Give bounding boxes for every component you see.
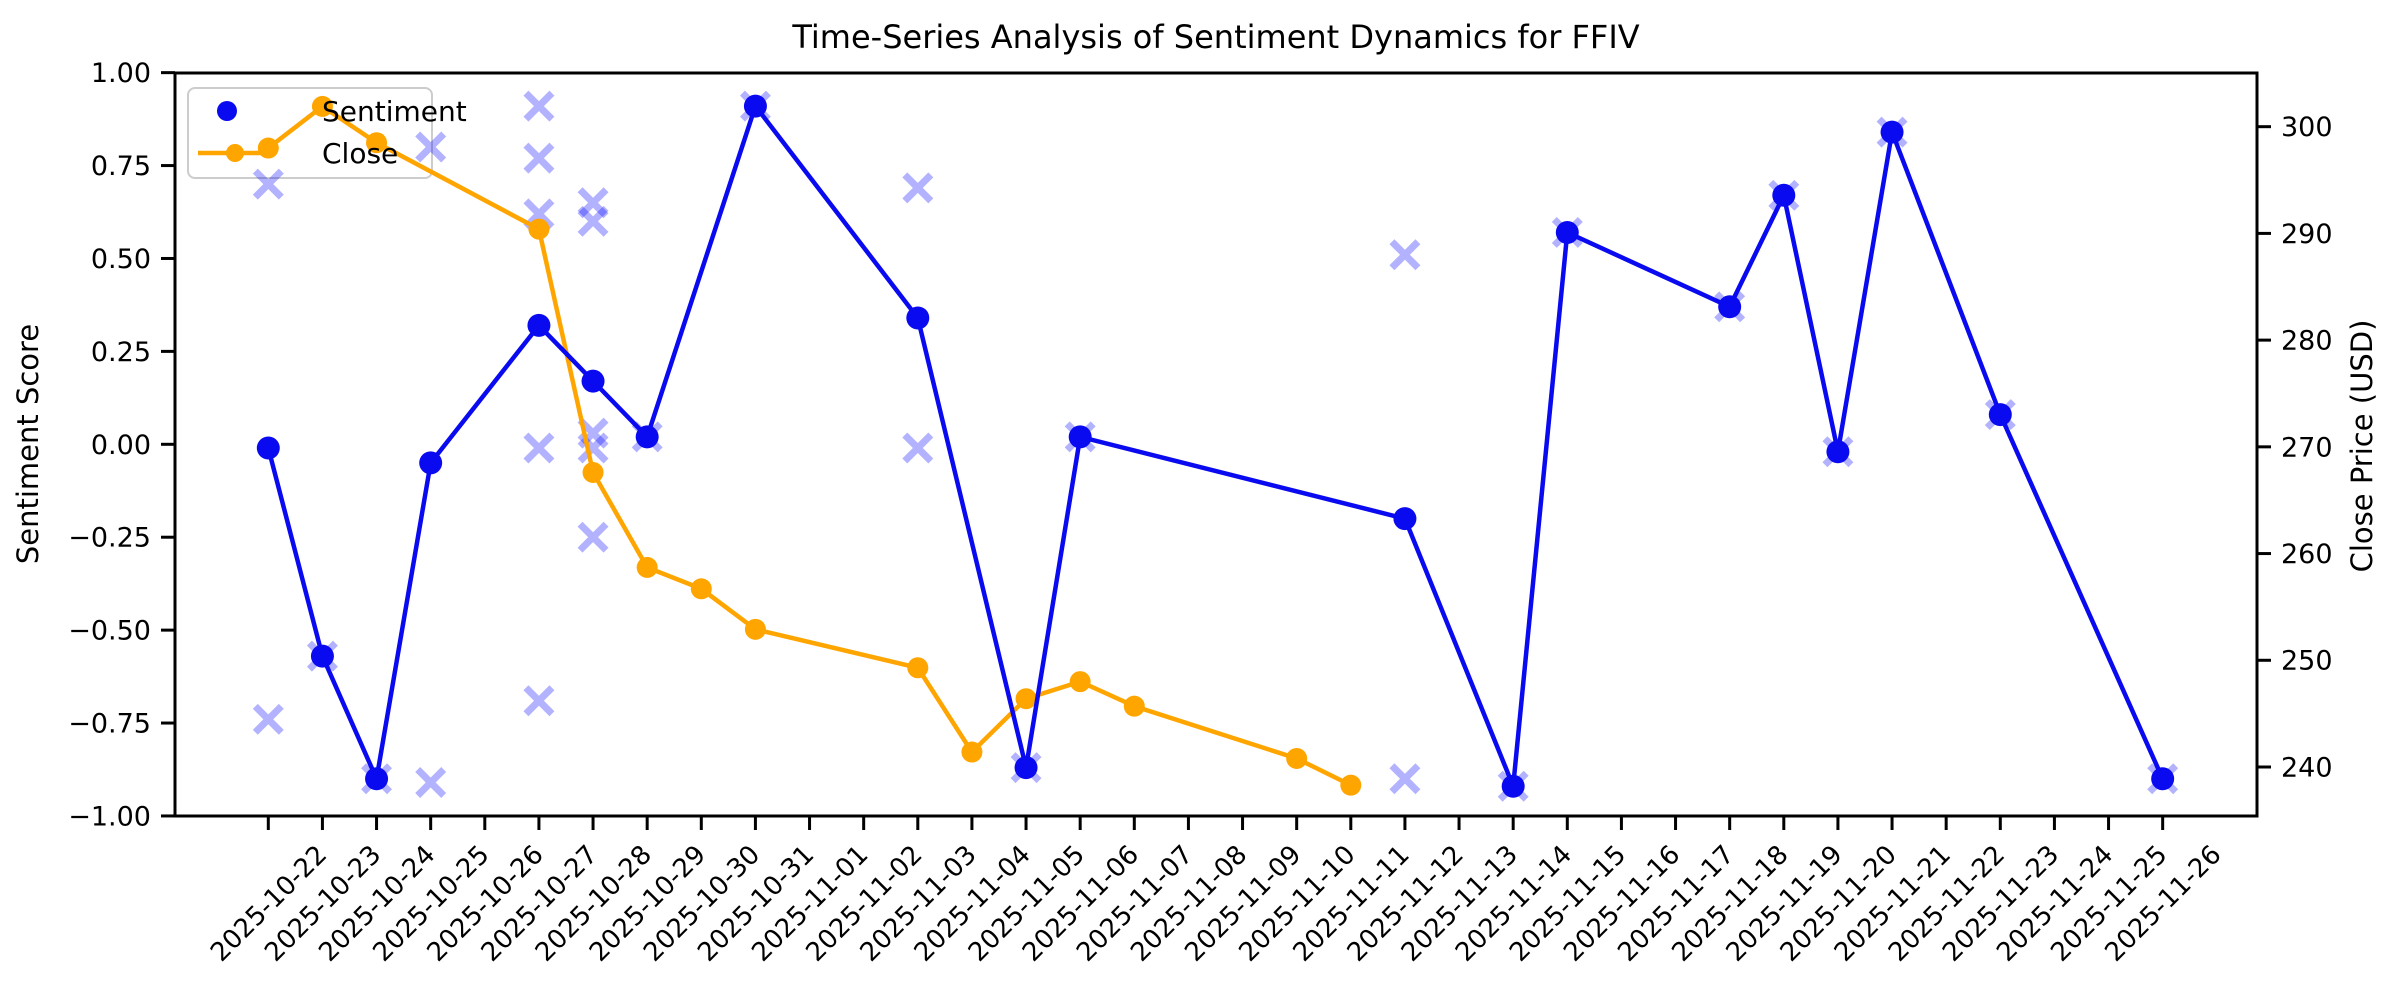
sentiment-point: [419, 451, 443, 475]
sentiment-point: [581, 369, 605, 393]
sentiment-point: [2151, 767, 2175, 791]
y-tick-label-right: 250: [2281, 646, 2333, 677]
raw-score-x-marker: [1389, 763, 1421, 795]
legend-frame: [187, 87, 433, 179]
close-point: [366, 132, 388, 154]
y-tick-label-left: 0.25: [91, 337, 151, 368]
close-line-series: [257, 95, 1362, 796]
legend-background: [187, 87, 433, 179]
sentiment-point: [256, 436, 280, 460]
legend-close-marker-icon: [226, 144, 244, 162]
legend-sentiment-marker-icon: [217, 101, 237, 121]
close-point: [582, 461, 604, 483]
sentiment-point: [1068, 425, 1092, 449]
close-point: [690, 578, 712, 600]
close-point: [1123, 695, 1145, 717]
close-point: [311, 95, 333, 117]
close-point: [1015, 688, 1037, 710]
sentiment-point: [1772, 183, 1796, 207]
raw-score-x-marker: [577, 187, 609, 219]
sentiment-point: [1393, 507, 1417, 531]
plot-border: [173, 71, 2259, 818]
y-tick-label-left: −0.75: [68, 708, 151, 739]
close-point: [636, 556, 658, 578]
sentiment-point: [1826, 440, 1850, 464]
raw-score-x-marker: [415, 767, 447, 798]
raw-score-x-marker: [902, 172, 934, 204]
sentiment-point: [310, 644, 334, 668]
sentiment-point: [1988, 403, 2012, 427]
y-tick-label-right: 240: [2281, 752, 2333, 783]
close-point: [744, 618, 766, 640]
close-point: [528, 218, 550, 240]
sentiment-point: [635, 425, 659, 449]
y-tick-label-left: −0.25: [68, 523, 151, 554]
close-point: [1069, 671, 1091, 693]
sentiment-point: [365, 767, 389, 791]
y-tick-label-left: 0.50: [91, 244, 151, 275]
legend-item-sentiment: Sentiment: [322, 95, 467, 128]
sentiment-point: [1501, 774, 1525, 798]
y-axis-label-left: Sentiment Score: [11, 324, 45, 564]
sentiment-line: [266, 101, 2165, 788]
raw-score-x-marker: [252, 703, 284, 735]
close-point: [961, 741, 983, 763]
y-axis-label-right: Close Price (USD): [2345, 320, 2379, 573]
sentiment-point: [1014, 756, 1038, 780]
sentiment-point: [527, 313, 551, 337]
raw-sentiment-scatter: [252, 90, 2179, 802]
sentiment-point: [743, 94, 767, 118]
y-tick-label-right: 300: [2281, 112, 2333, 143]
close-point: [1340, 774, 1362, 796]
y-tick-label-right: 280: [2281, 326, 2333, 357]
axes: 1.00 0.75 0.50 0.25 0.00 −0.25 −0.50 −0.75 −1.00…: [68, 58, 2332, 968]
sentiment-point: [1555, 220, 1579, 244]
close-line: [266, 103, 1352, 788]
legend-item-close: Close: [322, 137, 398, 170]
y-tick-label-left: −1.00: [68, 801, 151, 832]
close-point: [257, 137, 279, 159]
sentiment-line-series: [256, 94, 2175, 798]
close-point: [1286, 747, 1308, 769]
y-tick-label-left: 0.75: [91, 151, 151, 182]
sentiment-point: [1880, 120, 1904, 144]
y-tick-label-right: 260: [2281, 539, 2333, 570]
y-tick-label-right: 270: [2281, 432, 2333, 463]
raw-score-x-marker: [252, 168, 284, 200]
chart-title: Time-Series Analysis of Sentiment Dynami…: [791, 18, 1639, 56]
raw-score-x-marker: [1389, 239, 1421, 271]
legend: Sentiment Close: [198, 95, 467, 170]
raw-score-x-marker: [902, 432, 934, 464]
y-tick-label-right: 290: [2281, 219, 2333, 250]
sentiment-point: [906, 306, 930, 330]
y-tick-label-left: 1.00: [91, 58, 151, 89]
raw-score-x-marker: [577, 521, 609, 553]
raw-score-x-marker: [523, 142, 555, 174]
raw-score-x-marker: [415, 131, 447, 163]
raw-score-x-marker: [523, 432, 555, 464]
y-tick-label-left: 0.00: [91, 430, 151, 461]
raw-score-x-marker: [523, 685, 555, 717]
close-point: [907, 657, 929, 679]
raw-score-x-marker: [577, 205, 609, 237]
sentiment-point: [1718, 295, 1742, 319]
raw-score-x-marker: [523, 90, 555, 122]
y-tick-label-left: −0.50: [68, 616, 151, 647]
